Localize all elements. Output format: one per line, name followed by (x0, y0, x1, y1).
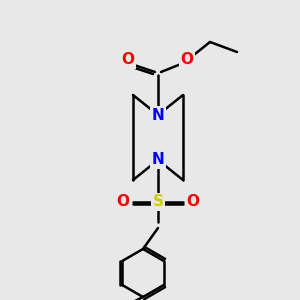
Text: N: N (152, 152, 164, 167)
Text: O: O (116, 194, 130, 209)
Text: O: O (122, 52, 134, 68)
Text: S: S (152, 194, 164, 209)
Text: O: O (187, 194, 200, 209)
Text: N: N (152, 107, 164, 122)
Text: O: O (181, 52, 194, 68)
